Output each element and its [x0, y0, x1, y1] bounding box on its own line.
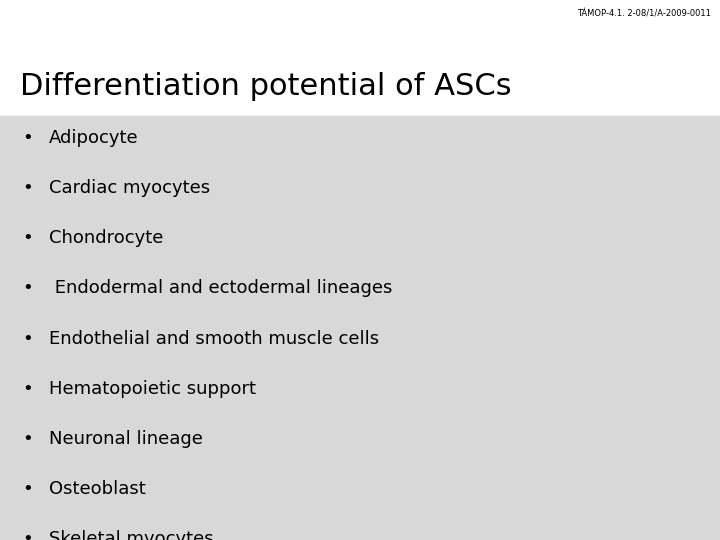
- Text: •: •: [22, 480, 32, 498]
- Text: Differentiation potential of ASCs: Differentiation potential of ASCs: [20, 72, 512, 101]
- Text: Hematopoietic support: Hematopoietic support: [49, 380, 256, 398]
- Text: •: •: [22, 530, 32, 540]
- Text: Neuronal lineage: Neuronal lineage: [49, 430, 203, 448]
- Text: Osteoblast: Osteoblast: [49, 480, 145, 498]
- Bar: [0, 0, 720, 116]
- Text: Endodermal and ectodermal lineages: Endodermal and ectodermal lineages: [49, 279, 392, 298]
- Text: •: •: [22, 129, 32, 147]
- Text: Chondrocyte: Chondrocyte: [49, 229, 163, 247]
- Text: •: •: [22, 329, 32, 348]
- Text: TÁMOP-4.1. 2-08/1/A-2009-0011: TÁMOP-4.1. 2-08/1/A-2009-0011: [577, 10, 711, 19]
- Text: •: •: [22, 279, 32, 298]
- Bar: [0, 116, 720, 540]
- Text: Endothelial and smooth muscle cells: Endothelial and smooth muscle cells: [49, 329, 379, 348]
- Text: •: •: [22, 229, 32, 247]
- Text: Cardiac myocytes: Cardiac myocytes: [49, 179, 210, 197]
- Text: •: •: [22, 380, 32, 398]
- Text: •: •: [22, 430, 32, 448]
- Text: •: •: [22, 179, 32, 197]
- Text: Adipocyte: Adipocyte: [49, 129, 138, 147]
- Text: Skeletal myocytes: Skeletal myocytes: [49, 530, 214, 540]
